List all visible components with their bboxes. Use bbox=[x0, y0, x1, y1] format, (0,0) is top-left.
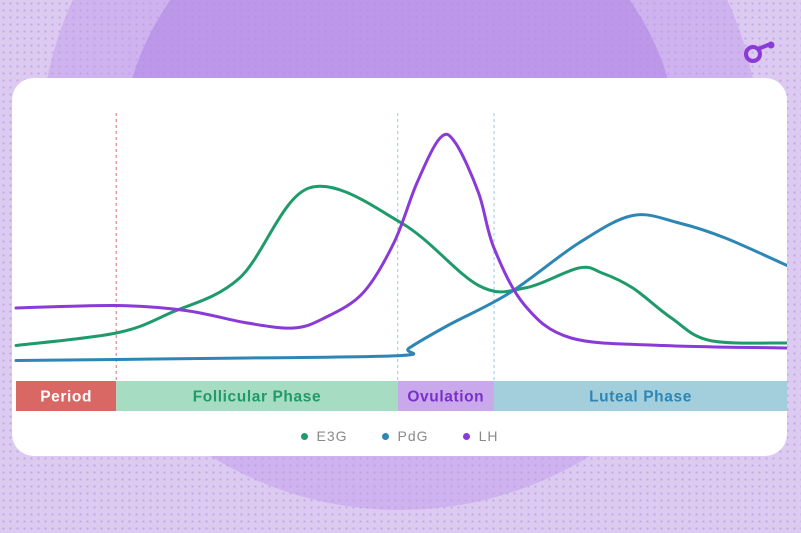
legend-label-pdg: PdG bbox=[397, 428, 429, 444]
chart-card: Period Follicular Phase Ovulation Luteal Ph… bbox=[12, 78, 787, 456]
phase-bar-row: Period Follicular Phase Ovulation Luteal Ph… bbox=[16, 381, 787, 411]
series-line-pdg bbox=[14, 213, 787, 362]
phase-label-ovulation: Ovulation bbox=[407, 389, 484, 406]
phase-label-luteal-phase: Luteal Phase bbox=[589, 389, 692, 406]
phase-bar-follicular-phase bbox=[116, 381, 398, 411]
legend-dot-pdg bbox=[381, 432, 389, 440]
legend-item-e3g: E3G bbox=[300, 428, 348, 444]
series-line-e3g bbox=[14, 184, 787, 347]
legend-item-lh: LH bbox=[462, 428, 499, 444]
chart-legend: E3G PdG LH bbox=[12, 428, 787, 444]
legend-label-lh: LH bbox=[478, 428, 499, 444]
brand-logo-icon bbox=[744, 41, 775, 63]
legend-dot-lh bbox=[462, 432, 470, 440]
series-line-lh bbox=[14, 132, 787, 350]
phase-bar-luteal-phase bbox=[494, 381, 787, 411]
phase-label-period: Period bbox=[40, 389, 92, 406]
phase-label-follicular-phase: Follicular Phase bbox=[193, 389, 321, 406]
phase-bar-ovulation bbox=[397, 381, 495, 411]
phase-dividers bbox=[115, 113, 495, 381]
legend-dot-e3g bbox=[300, 432, 308, 440]
phase-bar-period bbox=[16, 381, 117, 411]
cycle-hormone-chart: Period Follicular Phase Ovulation Luteal Ph… bbox=[14, 113, 787, 411]
legend-label-e3g: E3G bbox=[316, 428, 348, 444]
legend-item-pdg: PdG bbox=[381, 428, 429, 444]
hormone-lines bbox=[14, 132, 787, 362]
